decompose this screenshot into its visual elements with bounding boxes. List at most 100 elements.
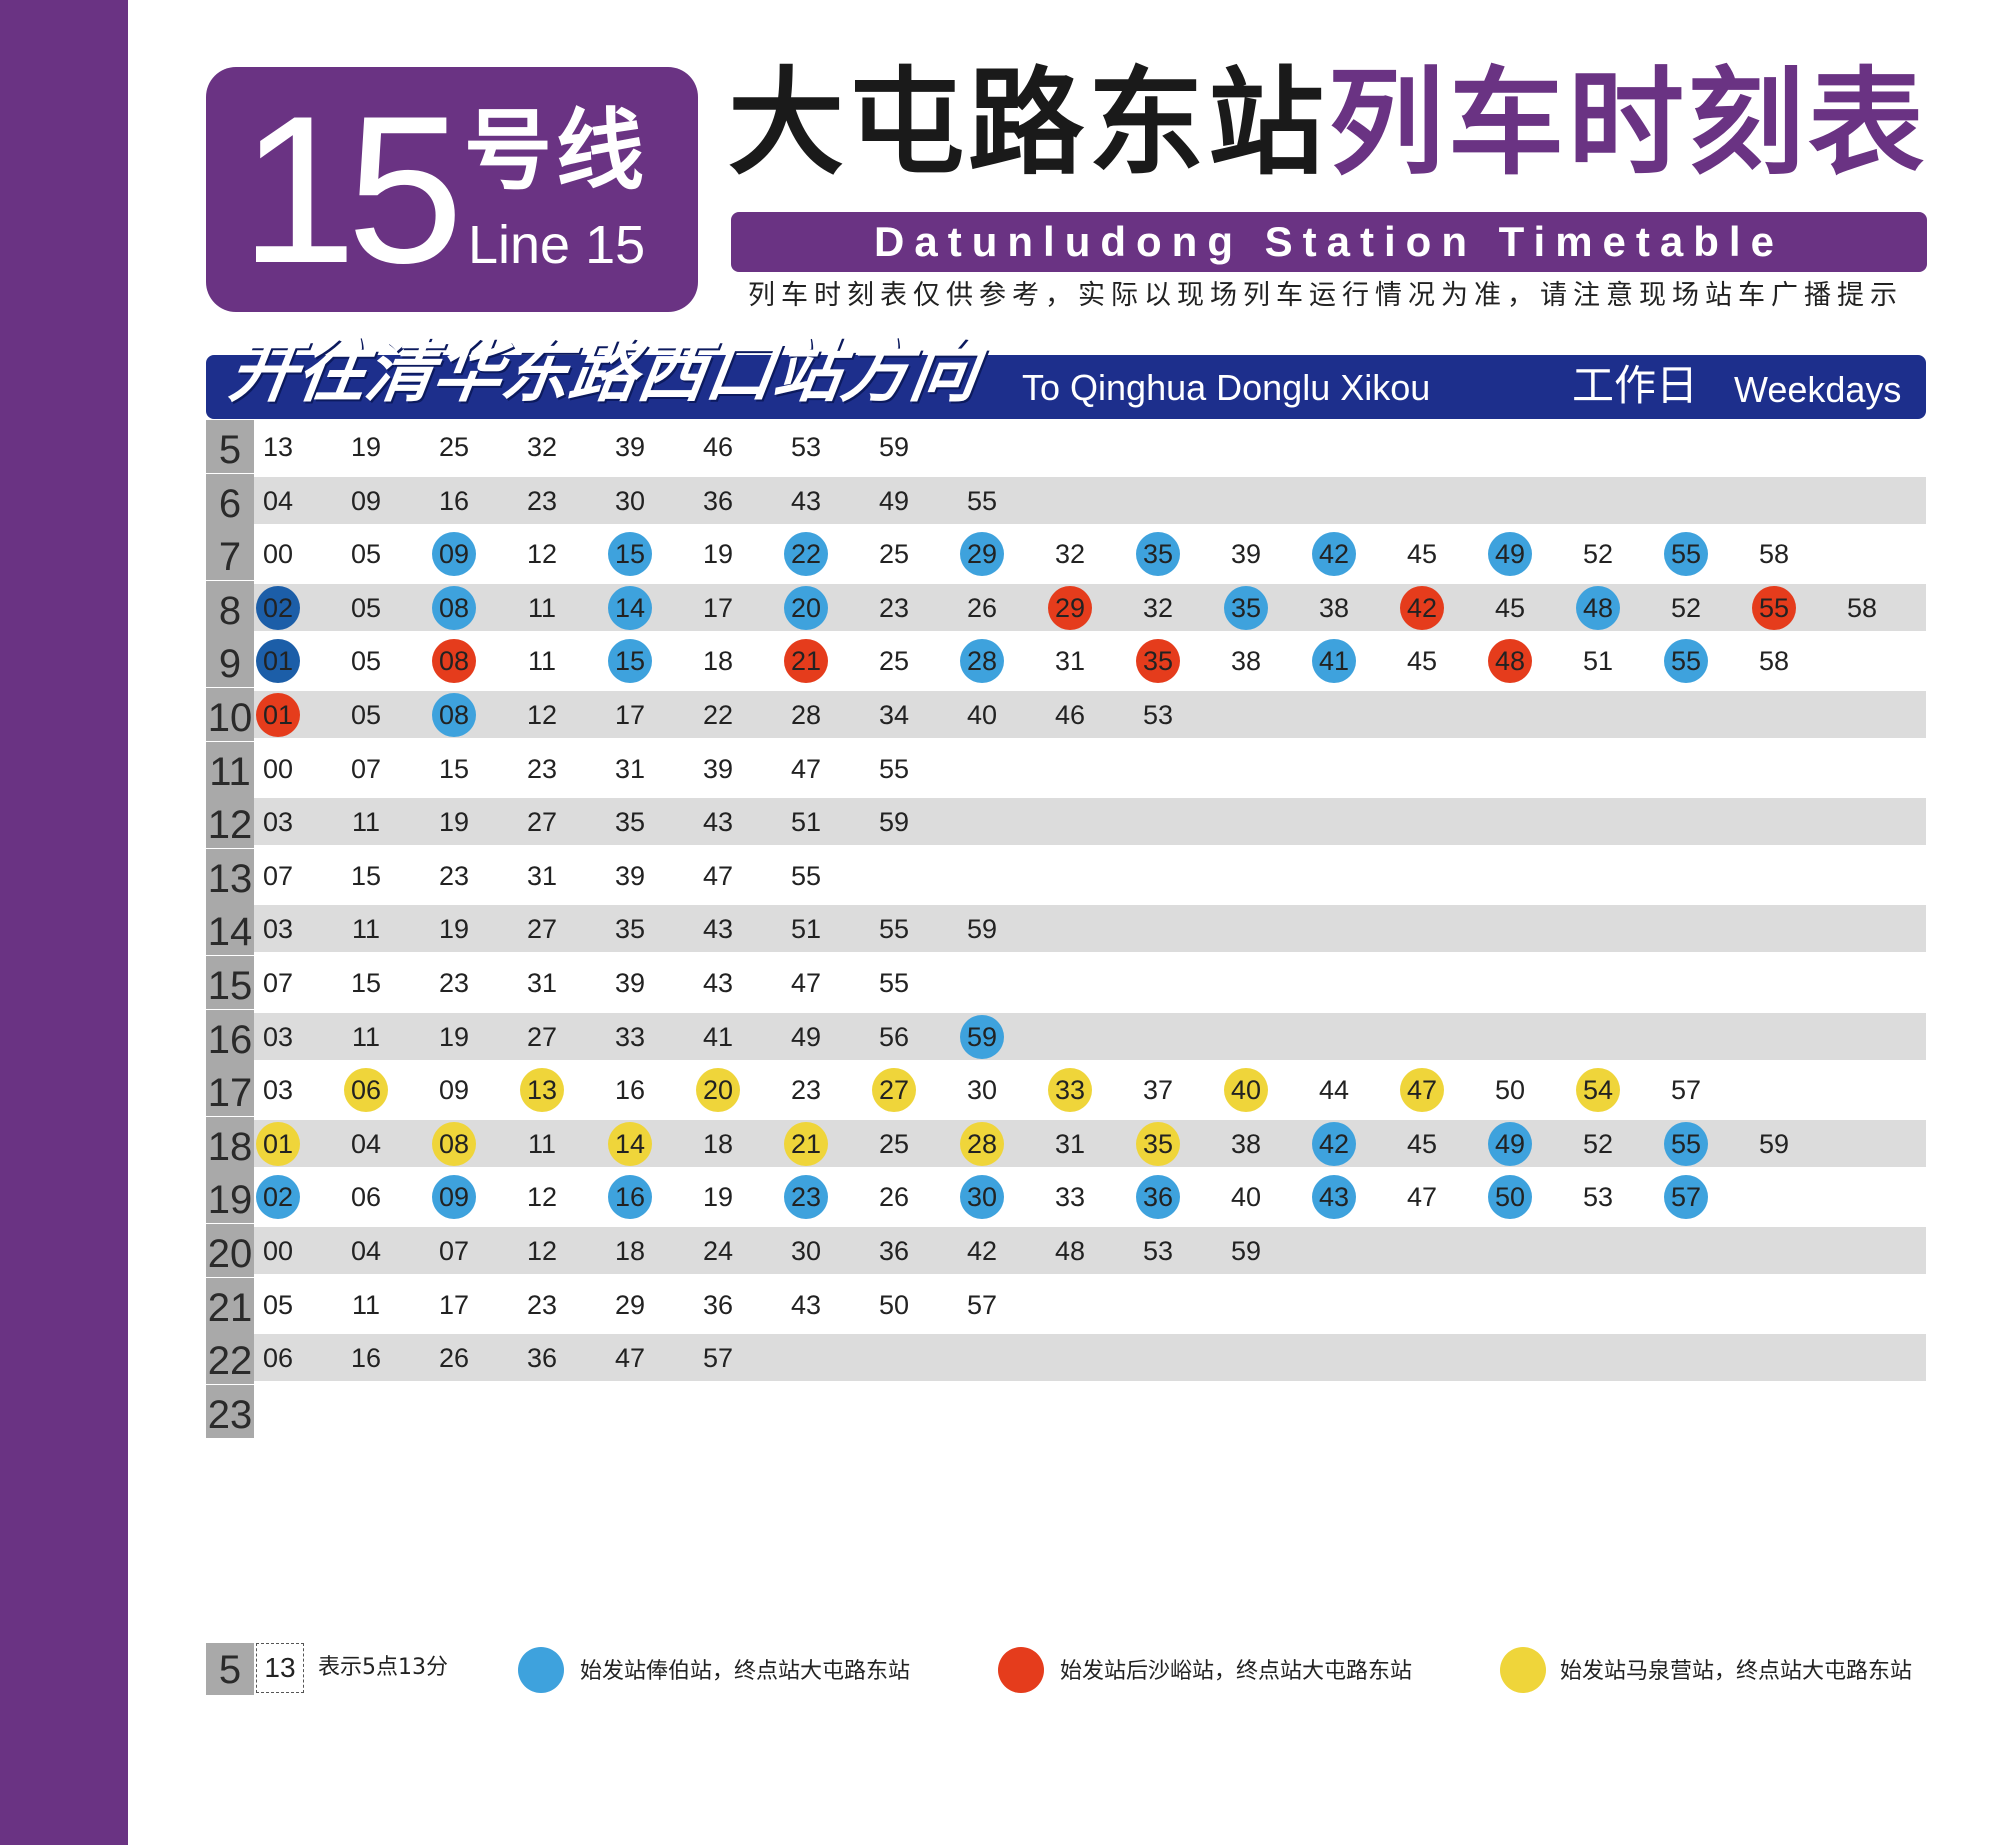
minute-cell: 47 (1400, 1068, 1444, 1113)
minute-cell: 42 (1312, 532, 1356, 577)
timetable-row: 15 07 15 23 31 39 43 47 55 (206, 956, 1926, 1009)
minute-cell: 08 (432, 639, 476, 684)
minute-cell: 06 (344, 1068, 388, 1113)
minute-cell: 15 (350, 860, 382, 891)
minute-cell: 57 (702, 1343, 734, 1374)
timetable-row: 18 01 04 08 11 14 18 21 25 28 31 35 38 42 45 49 52 55 59 (206, 1116, 1926, 1170)
minute-cell: 19 (438, 1021, 470, 1052)
minute-cell: 53 (1582, 1182, 1614, 1213)
minute-cell: 40 (1224, 1068, 1268, 1113)
minute-cell: 26 (966, 592, 998, 623)
minute-cell: 09 (432, 532, 476, 577)
minute-cell: 24 (702, 1236, 734, 1266)
minute-cell: 47 (790, 753, 822, 784)
minute-cell: 16 (350, 1343, 382, 1374)
timetable-row: 13 07 15 23 31 39 47 55 (206, 848, 1926, 902)
minute-cell: 39 (1230, 539, 1262, 570)
minute-cell: 11 (351, 807, 381, 838)
minute-cell: 35 (614, 914, 646, 945)
minute-cell: 55 (878, 968, 910, 998)
minute-cell: 14 (608, 585, 652, 630)
minute-cell: 32 (526, 432, 558, 462)
minute-cell: 17 (614, 700, 646, 730)
minute-cell: 36 (526, 1343, 558, 1374)
minute-cell: 23 (790, 1075, 822, 1106)
minute-cell: 55 (790, 860, 822, 891)
minute-cell: 15 (608, 532, 652, 577)
minute-cell: 44 (1318, 1075, 1350, 1106)
minute-cell: 16 (438, 485, 470, 516)
minute-cell: 04 (350, 1128, 382, 1159)
minute-cell: 35 (1136, 1121, 1180, 1166)
minute-cell: 52 (1670, 592, 1702, 623)
minute-cell: 20 (696, 1068, 740, 1113)
minute-cell: 25 (878, 539, 910, 570)
minute-cell: 11 (527, 592, 557, 623)
minute-cell: 50 (878, 1289, 910, 1320)
minute-cell: 58 (1846, 592, 1878, 623)
minute-cell: 53 (1142, 700, 1174, 730)
minute-cell: 39 (702, 753, 734, 784)
legend-yellow-dot-icon (1500, 1647, 1546, 1693)
minute-cell: 58 (1758, 539, 1790, 570)
minute-cell: 17 (702, 592, 734, 623)
minute-cell: 23 (438, 968, 470, 998)
minute-cell: 12 (526, 700, 558, 730)
minute-cell: 43 (702, 968, 734, 998)
hour-cell: 23 (206, 1384, 254, 1438)
minute-cell: 33 (614, 1021, 646, 1052)
minute-cell: 11 (527, 646, 557, 677)
timetable-row: 14 03 11 19 27 35 43 51 55 59 (206, 902, 1926, 956)
minute-cell: 39 (614, 432, 646, 462)
minute-cell: 36 (702, 1289, 734, 1320)
minute-cell: 55 (966, 485, 998, 516)
timetable-row: 9 01 05 08 11 15 18 21 25 28 31 35 38 41 45 48 51 55 58 (206, 634, 1926, 688)
minute-cell: 46 (702, 432, 734, 462)
minute-cell: 02 (256, 1175, 300, 1220)
minute-cell: 09 (432, 1175, 476, 1220)
minute-cell: 23 (526, 753, 558, 784)
minute-cell: 56 (878, 1021, 910, 1052)
minute-cell: 43 (702, 807, 734, 838)
minute-cell: 31 (614, 753, 646, 784)
minute-cell: 55 (1752, 585, 1796, 630)
timetable-row: 8 02 05 08 11 14 17 20 23 26 29 32 35 38 42 45 48 52 55 58 (206, 580, 1926, 634)
minute-cell: 08 (432, 585, 476, 630)
legend: 5 13 表示5点13分 始发站俸伯站，终点站大屯路东站 始发站后沙峪站，终点站… (206, 1643, 1926, 1697)
timetable-row: 22 06 16 26 36 47 57 (206, 1331, 1926, 1385)
minute-cell: 31 (526, 860, 558, 891)
minute-cell: 26 (438, 1343, 470, 1374)
minute-cell: 23 (526, 485, 558, 516)
minute-cell: 26 (878, 1182, 910, 1213)
timetable-row: 17 03 06 09 13 16 20 23 27 30 33 37 40 44 47 50 54 57 (206, 1063, 1926, 1117)
minute-cell: 54 (1576, 1068, 1620, 1113)
minute-cell: 59 (966, 914, 998, 945)
minute-cell: 36 (878, 1236, 910, 1266)
legend-blue-dot-icon (518, 1647, 564, 1693)
hour-cell: 18 (206, 1116, 254, 1170)
row-shade (254, 1119, 1926, 1167)
minute-cell: 50 (1488, 1175, 1532, 1220)
minute-cell: 23 (784, 1175, 828, 1220)
title-station: 大屯路东站 (728, 56, 1328, 191)
timetable-row: 19 02 06 09 12 16 19 23 26 30 33 36 40 43 47 50 53 57 (206, 1170, 1926, 1224)
minute-cell: 16 (608, 1175, 652, 1220)
hour-cell: 11 (206, 741, 254, 795)
minute-cell: 23 (526, 1289, 558, 1320)
minute-cell: 27 (526, 807, 558, 838)
minute-cell: 11 (527, 1128, 557, 1159)
minute-cell: 59 (878, 807, 910, 838)
minute-cell: 33 (1048, 1068, 1092, 1113)
minute-cell: 25 (438, 432, 470, 462)
minute-cell: 36 (702, 485, 734, 516)
minute-cell: 46 (1054, 700, 1086, 730)
minute-cell: 23 (878, 592, 910, 623)
minute-cell: 59 (878, 432, 910, 462)
minute-cell: 29 (1048, 585, 1092, 630)
minute-cell: 58 (1758, 646, 1790, 677)
minute-cell: 43 (1312, 1175, 1356, 1220)
minute-cell: 07 (438, 1236, 470, 1266)
minute-cell: 19 (350, 432, 382, 462)
english-title-bar: Datunludong Station Timetable (731, 212, 1927, 272)
legend-example-text: 表示5点13分 (318, 1655, 448, 1680)
